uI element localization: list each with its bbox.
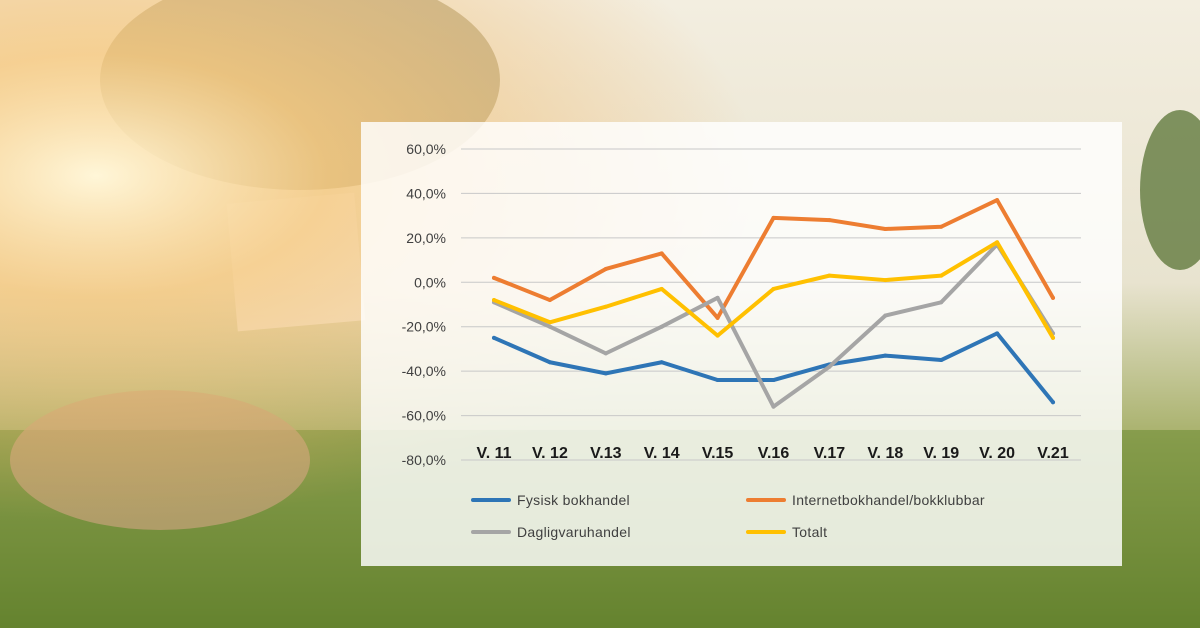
x-tick-label: V. 14 [644, 445, 680, 462]
y-axis-ticks: 60,0% 40,0% 20,0% 0,0% -20,0% -40,0% -60,0% -80… [402, 141, 446, 468]
y-tick-label: -60,0% [402, 408, 446, 424]
data-point [492, 275, 496, 280]
data-point [659, 360, 664, 365]
data-point [771, 286, 776, 291]
data-point [939, 300, 944, 305]
data-point [659, 324, 664, 329]
data-point [827, 273, 832, 278]
legend-swatch [471, 498, 511, 502]
x-tick-label: V. 19 [923, 445, 959, 462]
data-point [939, 224, 944, 229]
legend-swatch [471, 530, 511, 534]
line-chart: 60,0% 40,0% 20,0% 0,0% -20,0% -40,0% -60,0% -80… [402, 141, 1081, 468]
series-line-2 [492, 242, 1055, 409]
series-line-0 [492, 331, 1055, 405]
legend-item-totalt: Totalt [746, 524, 827, 540]
legend-swatch [746, 498, 786, 502]
legend-label: Totalt [792, 524, 828, 540]
data-point [547, 360, 552, 365]
data-point [659, 286, 664, 291]
data-point [603, 371, 608, 376]
y-tick-label: 60,0% [406, 141, 446, 157]
data-point [939, 273, 944, 278]
data-point [715, 315, 720, 320]
data-point [771, 215, 776, 220]
x-axis-ticks: V. 11 V. 12 V.13 V. 14 V.15 V.16 V.17 V. 18 V. 1… [476, 445, 1068, 462]
data-point [1051, 400, 1055, 405]
data-point [883, 226, 888, 231]
chart-panel: 60,0% 40,0% 20,0% 0,0% -20,0% -40,0% -60,0% -80… [361, 122, 1122, 566]
data-point [547, 320, 552, 325]
data-point [883, 353, 888, 358]
data-point [547, 298, 552, 303]
data-point [492, 335, 496, 340]
data-point [995, 198, 1000, 203]
x-tick-label: V. 20 [979, 445, 1015, 462]
data-point [603, 351, 608, 356]
legend-label: Internetbokhandel/bokklubbar [792, 492, 985, 508]
x-tick-label: V. 11 [476, 445, 511, 462]
x-tick-label: V.15 [702, 445, 734, 462]
data-point [1051, 335, 1055, 340]
legend-item-fysisk: Fysisk bokhandel [471, 492, 630, 508]
x-tick-label: V. 12 [532, 445, 568, 462]
data-point [771, 378, 776, 383]
y-tick-label: -40,0% [402, 363, 446, 379]
x-tick-label: V.17 [814, 445, 846, 462]
data-point [939, 358, 944, 363]
data-point [771, 404, 776, 409]
data-point [492, 298, 496, 303]
data-point [603, 304, 608, 309]
legend-label: Fysisk bokhandel [517, 492, 630, 508]
data-point [547, 324, 552, 329]
data-point [1051, 295, 1055, 300]
y-tick-label: 40,0% [406, 185, 446, 201]
data-point [827, 364, 832, 369]
data-point [827, 218, 832, 223]
legend-item-internet: Internetbokhandel/bokklubbar [746, 492, 985, 508]
series-lines [492, 198, 1055, 409]
legend-swatch [746, 530, 786, 534]
data-point [715, 333, 720, 338]
legend-item-dagligvaru: Dagligvaruhandel [471, 524, 631, 540]
data-point [883, 313, 888, 318]
data-point [715, 378, 720, 383]
data-point [715, 295, 720, 300]
x-tick-label: V.16 [758, 445, 790, 462]
data-point [883, 278, 888, 283]
legend-label: Dagligvaruhandel [517, 524, 631, 540]
grid-lines [461, 148, 1081, 461]
x-tick-label: V. 18 [867, 445, 903, 462]
y-tick-label: 0,0% [414, 274, 446, 290]
data-point [659, 251, 664, 256]
data-point [995, 240, 1000, 245]
data-point [995, 331, 1000, 336]
y-tick-label: 20,0% [406, 230, 446, 246]
data-point [603, 266, 608, 271]
x-tick-label: V.21 [1037, 445, 1069, 462]
y-tick-label: -80,0% [402, 452, 446, 468]
y-tick-label: -20,0% [402, 319, 446, 335]
x-tick-label: V.13 [590, 445, 622, 462]
